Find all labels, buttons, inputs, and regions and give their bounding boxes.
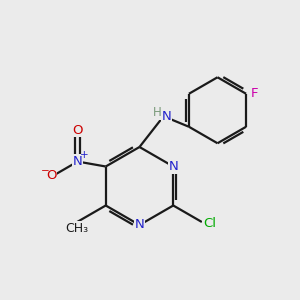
Text: N: N bbox=[73, 155, 82, 168]
Text: N: N bbox=[135, 218, 144, 232]
Text: F: F bbox=[251, 87, 258, 100]
Text: O: O bbox=[46, 169, 56, 182]
Text: N: N bbox=[162, 110, 171, 123]
Text: O: O bbox=[72, 124, 83, 136]
Text: H: H bbox=[152, 106, 161, 119]
Text: −: − bbox=[41, 166, 50, 176]
Text: CH₃: CH₃ bbox=[66, 222, 89, 235]
Text: Cl: Cl bbox=[203, 217, 216, 230]
Text: +: + bbox=[80, 150, 88, 160]
Text: N: N bbox=[168, 160, 178, 173]
